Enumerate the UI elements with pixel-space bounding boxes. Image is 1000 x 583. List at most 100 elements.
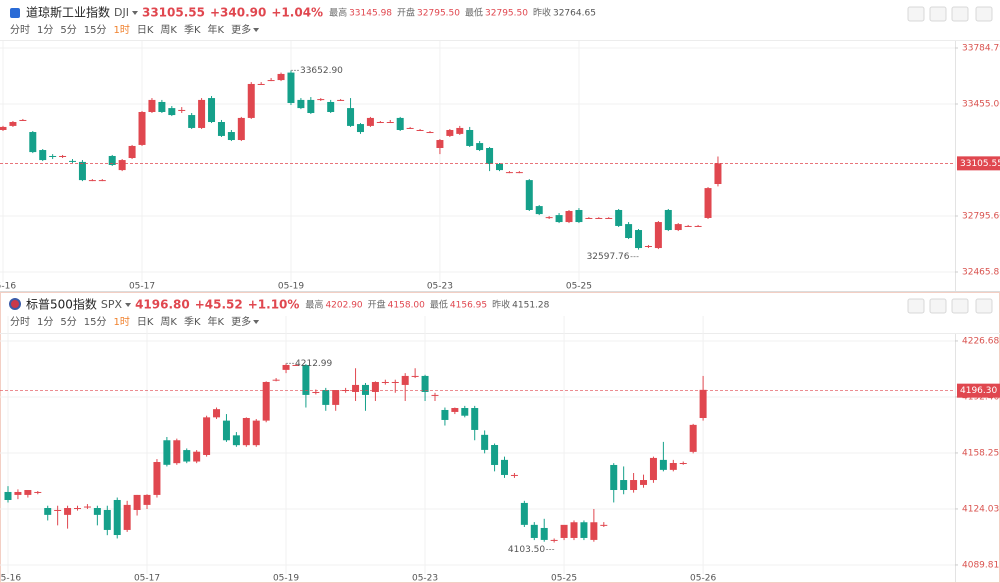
interval-tab[interactable]: 周K bbox=[160, 316, 177, 328]
interval-tab[interactable]: 日K bbox=[137, 317, 154, 328]
interval-tab[interactable]: 1分 bbox=[37, 24, 53, 36]
dropdown-caret[interactable] bbox=[131, 11, 138, 15]
tool-button[interactable] bbox=[975, 6, 993, 22]
interval-tab[interactable]: 1时 bbox=[113, 24, 129, 36]
stat-value: 4202.90 bbox=[325, 301, 362, 311]
candle-body bbox=[178, 109, 186, 111]
candle-body bbox=[347, 108, 355, 126]
tool-button[interactable] bbox=[975, 298, 993, 314]
tool-button[interactable] bbox=[951, 298, 969, 314]
candle-body bbox=[332, 390, 340, 405]
interval-tab[interactable]: 5分 bbox=[60, 316, 76, 328]
stat-value: 4156.95 bbox=[450, 301, 487, 311]
candle-body bbox=[312, 391, 320, 393]
x-tick-label: 05-16 bbox=[0, 574, 21, 583]
candle-body bbox=[168, 108, 176, 116]
candle-body bbox=[83, 506, 91, 508]
candle-body bbox=[550, 539, 558, 541]
low-annotation: 32597.76 bbox=[587, 252, 630, 262]
tool-button[interactable] bbox=[907, 6, 925, 22]
candle-body bbox=[491, 445, 499, 465]
interval-tab[interactable]: 分时 bbox=[10, 316, 30, 328]
candle-body bbox=[198, 99, 206, 128]
x-tick-label: 05-19 bbox=[273, 574, 299, 583]
candle-body bbox=[242, 417, 250, 446]
candle-body bbox=[113, 499, 121, 536]
interval-tab[interactable]: 15分 bbox=[84, 24, 107, 36]
candle-body bbox=[644, 245, 652, 247]
y-tick-label: 4124.03 bbox=[962, 504, 999, 514]
candle-body bbox=[302, 364, 310, 395]
candle-body bbox=[451, 408, 459, 412]
candle-body bbox=[684, 225, 692, 227]
x-tick-label: 05-16 bbox=[0, 282, 16, 292]
candle-body bbox=[595, 217, 603, 219]
candle-body bbox=[560, 524, 568, 538]
candle-body bbox=[317, 99, 325, 101]
candle-body bbox=[471, 408, 479, 430]
tool-button[interactable] bbox=[907, 298, 925, 314]
last-price-tag bbox=[957, 156, 1000, 171]
candle-body bbox=[615, 209, 623, 226]
interval-tab[interactable]: 更多 bbox=[231, 23, 251, 36]
candle-body bbox=[74, 508, 82, 510]
y-tick-label: 33784.79 bbox=[962, 43, 1000, 53]
candle-body bbox=[625, 224, 633, 239]
interval-tab[interactable]: 季K bbox=[184, 316, 201, 328]
candle-body bbox=[247, 83, 255, 118]
candle-body bbox=[421, 375, 429, 392]
us-flag-icon bbox=[9, 298, 21, 310]
stat-value: 32795.50 bbox=[485, 9, 528, 19]
interval-tab[interactable]: 周K bbox=[160, 24, 177, 36]
candle-body bbox=[352, 384, 360, 392]
y-tick-label: 4089.81 bbox=[962, 560, 999, 570]
interval-tab[interactable]: 5分 bbox=[60, 24, 76, 36]
candle-body bbox=[103, 509, 111, 530]
candle-body bbox=[699, 389, 707, 418]
candle-body bbox=[714, 163, 722, 185]
candle-body bbox=[396, 117, 404, 130]
interval-tab[interactable]: 年K bbox=[208, 315, 225, 328]
candle-body bbox=[158, 101, 166, 112]
dropdown-caret[interactable] bbox=[125, 303, 132, 307]
more-caret[interactable] bbox=[253, 28, 260, 32]
interval-tab[interactable]: 年K bbox=[208, 23, 225, 36]
interval-tab[interactable]: 季K bbox=[184, 24, 201, 36]
candle-body bbox=[322, 390, 330, 405]
tool-button[interactable] bbox=[929, 298, 947, 314]
tool-button[interactable] bbox=[929, 6, 947, 22]
candle-body bbox=[635, 230, 643, 249]
interval-tab[interactable]: 日K bbox=[137, 25, 154, 36]
interval-tab[interactable]: 1分 bbox=[37, 316, 53, 328]
candle-body bbox=[694, 225, 702, 227]
candle-body bbox=[555, 215, 563, 223]
candle-body bbox=[272, 379, 280, 381]
candle-body bbox=[232, 435, 240, 446]
candle-body bbox=[163, 440, 171, 465]
more-caret[interactable] bbox=[253, 320, 260, 324]
interval-tab[interactable]: 15分 bbox=[84, 316, 107, 328]
candle-body bbox=[14, 491, 22, 495]
candle-body bbox=[188, 115, 196, 128]
candle-body bbox=[118, 160, 126, 171]
interval-tab[interactable]: 1时 bbox=[113, 316, 129, 328]
candle-body bbox=[222, 420, 230, 441]
tool-button[interactable] bbox=[951, 6, 969, 22]
candle-body bbox=[376, 122, 384, 124]
candle-body bbox=[431, 394, 439, 396]
stat-value: 32764.65 bbox=[553, 9, 596, 19]
instrument-name: 标普500指数 bbox=[26, 297, 97, 312]
candle-body bbox=[570, 522, 578, 538]
candle-body bbox=[138, 111, 146, 145]
interval-tab[interactable]: 更多 bbox=[231, 315, 251, 328]
candle-body bbox=[203, 417, 211, 455]
x-tick-label: 05-23 bbox=[427, 282, 453, 292]
interval-tab[interactable]: 分时 bbox=[10, 24, 30, 36]
candle-body bbox=[446, 129, 454, 136]
x-tick-label: 05-25 bbox=[566, 282, 592, 292]
y-tick-label: 32795.60 bbox=[962, 212, 1000, 222]
candle-body bbox=[674, 224, 682, 231]
candle-body bbox=[496, 163, 503, 171]
candle-body bbox=[540, 527, 548, 540]
last-price: 4196.80 bbox=[135, 298, 190, 312]
